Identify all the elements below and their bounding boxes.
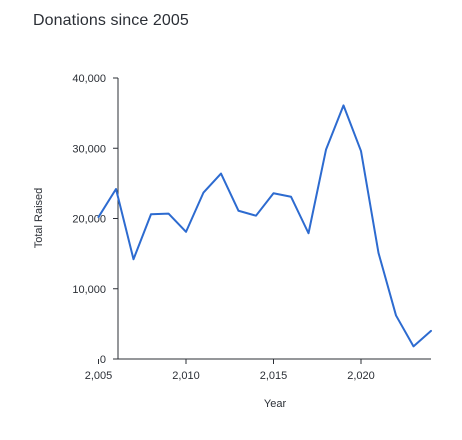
x-axis-title: Year (264, 398, 287, 410)
series-line (97, 104, 432, 348)
x-tick-label: 2,020 (347, 370, 375, 382)
y-tick-label: 0 (100, 354, 106, 366)
y-tick-label: 20,000 (72, 214, 106, 226)
x-tick-label: 2,010 (172, 370, 200, 382)
y-axis-title: Total Raised (33, 188, 45, 249)
x-tick-label: 2,005 (85, 370, 113, 382)
x-tick-label: 2,015 (260, 370, 288, 382)
y-tick-label: 30,000 (72, 143, 106, 155)
chart-title: Donations since 2005 (33, 12, 189, 29)
y-tick-label: 40,000 (72, 73, 106, 85)
y-tick-label: 10,000 (72, 284, 106, 296)
